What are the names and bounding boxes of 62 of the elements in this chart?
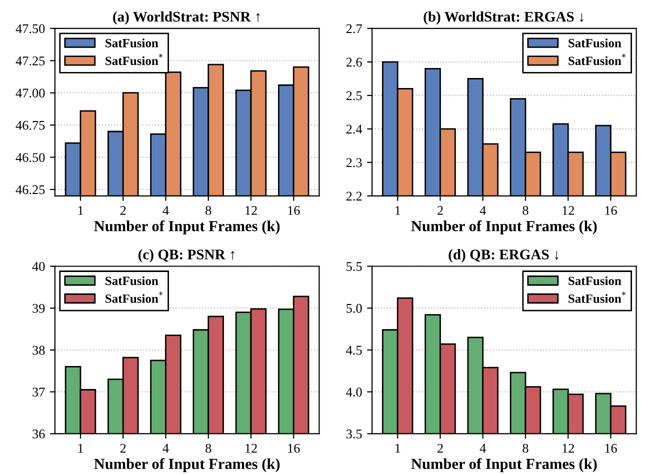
legend-label: SatFusion$^{*}$ [106,54,163,66]
y-tick-label: 2.5 [346,91,362,100]
y-tick-label: 47.25 [16,56,45,66]
y-tick-label: 2.7 [346,24,362,34]
x-tick-label: 12 [246,206,257,215]
chart-title: (d) QB: ERGAS ↓ [448,249,558,262]
x-tick-label: 16 [288,206,300,215]
y-tick-label: 37 [32,388,45,397]
legend-label: SatFusion [568,38,622,48]
x-tick-label: 2 [120,444,126,453]
x-tick-label: 12 [562,444,574,453]
x-axis-title: Number of Input Frames (k) [94,458,280,472]
x-tick-label: 4 [162,444,169,453]
legend-label: SatFusion$^{*}$ [568,54,626,66]
x-tick-label: 2 [438,444,443,453]
legend-label: SatFusion$^{*}$ [106,291,163,303]
chart-title: (a) WorldStrat: PSNR ↑ [113,11,260,25]
x-tick-label: 1 [395,444,400,453]
x-tick-label: 12 [246,444,257,453]
legend-label: SatFusion$^{*}$ [568,291,626,303]
x-tick-label: 8 [206,206,212,215]
y-tick-label: 2.6 [346,58,362,67]
x-tick-label: 16 [288,444,300,453]
y-tick-label: 46.25 [16,185,45,194]
x-tick-label: 2 [438,206,443,215]
y-tick-label: 2.3 [346,158,362,168]
y-tick-label: 46.50 [16,153,45,162]
x-tick-label: 16 [605,444,617,453]
x-tick-label: 8 [522,444,528,453]
x-tick-label: 4 [162,206,169,215]
x-tick-label: 1 [78,206,83,215]
legend-label: SatFusion [106,276,158,286]
y-tick-label: 3.5 [346,430,362,438]
y-tick-label: 2.2 [346,192,362,201]
legend-label: SatFusion [106,38,158,48]
y-tick-label: 2.4 [346,124,362,134]
x-tick-label: 8 [206,444,212,453]
x-tick-label: 4 [480,444,486,453]
x-tick-label: 1 [395,206,400,215]
y-tick-label: 4.0 [346,388,362,397]
y-tick-label: 36 [32,430,45,438]
y-tick-label: 4.5 [346,346,362,355]
x-tick-label: 4 [480,206,486,215]
x-tick-label: 2 [120,206,126,215]
chart-title: (c) QB: PSNR ↑ [138,249,234,262]
chart-title: (b) WorldStrat: ERGAS ↓ [424,11,584,25]
x-tick-label: 1 [78,444,83,453]
y-tick-label: 47.00 [16,88,45,98]
x-tick-label: 8 [522,206,528,215]
y-tick-label: 5.5 [346,262,362,272]
y-tick-label: 47.50 [16,24,45,34]
x-tick-label: 16 [605,206,617,215]
x-tick-label: 12 [562,206,574,215]
x-axis-title: Number of Input Frames (k) [411,220,597,234]
y-tick-label: 38 [32,346,45,355]
x-axis-title: Number of Input Frames (k) [411,458,597,472]
y-tick-label: 39 [32,304,45,313]
y-tick-label: 5.0 [346,304,362,313]
y-tick-label: 40 [32,262,45,271]
x-axis-title: Number of Input Frames (k) [94,220,280,234]
legend-label: SatFusion [568,276,622,286]
y-tick-label: 46.75 [16,120,45,130]
